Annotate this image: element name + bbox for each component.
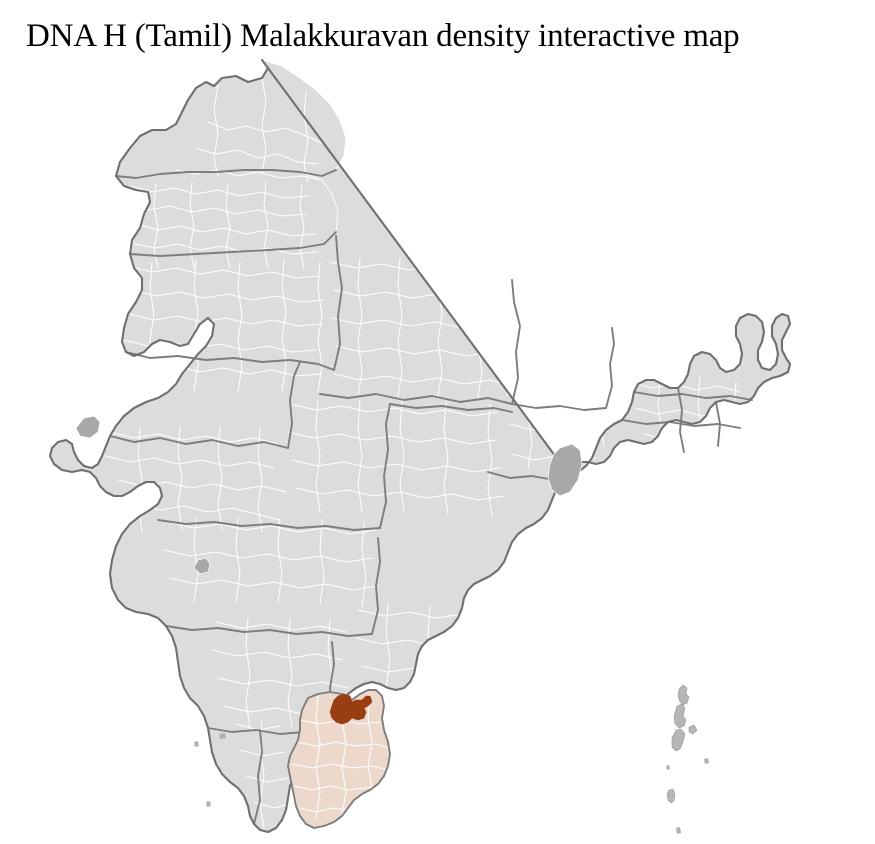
india-map-svg[interactable] — [0, 52, 875, 844]
highlighted-district-malakkuravan-density[interactable] — [329, 693, 373, 725]
map-canvas[interactable] — [0, 52, 875, 844]
tamil-nadu-state-outline — [287, 689, 391, 829]
page-title: DNA H (Tamil) Malakkuravan density inter… — [26, 18, 740, 54]
andaman-island-middle[interactable] — [673, 703, 687, 729]
region-konkan-dark-patch[interactable] — [193, 557, 211, 575]
andaman-nicobar-islands-group[interactable] — [666, 684, 711, 844]
tamil-nadu-district-lines-8 — [367, 693, 373, 789]
tamil-nadu-district-lines-4 — [293, 785, 381, 791]
island-dot-1[interactable] — [704, 758, 709, 764]
tamil-nadu-district-lines-5 — [299, 805, 363, 813]
highlight-district-group[interactable] — [329, 693, 373, 725]
lakshadweep-dot-1[interactable] — [194, 741, 199, 747]
region-east-coast-dark-patch[interactable] — [547, 443, 583, 497]
andaman-island-north[interactable] — [677, 684, 690, 706]
lakshadweep-dot-2[interactable] — [219, 733, 226, 739]
nicobar-dot-1[interactable] — [676, 827, 681, 834]
andaman-island-small-east[interactable] — [688, 724, 698, 735]
andaman-island-south[interactable] — [671, 728, 686, 752]
state-shading-group — [115, 59, 347, 257]
darker-region-group — [75, 415, 583, 575]
island-dot-2[interactable] — [666, 765, 670, 770]
district-boundaries-group — [105, 77, 747, 829]
region-kutch-dark-patch[interactable] — [75, 415, 101, 439]
nicobar-island-car[interactable] — [666, 788, 676, 804]
lakshadweep-dot-3[interactable] — [206, 801, 211, 807]
tamil-nadu-district-lines-6 — [315, 695, 321, 819]
highlight-state-group[interactable] — [287, 689, 391, 829]
lakshadweep-islands-group[interactable] — [194, 733, 226, 807]
